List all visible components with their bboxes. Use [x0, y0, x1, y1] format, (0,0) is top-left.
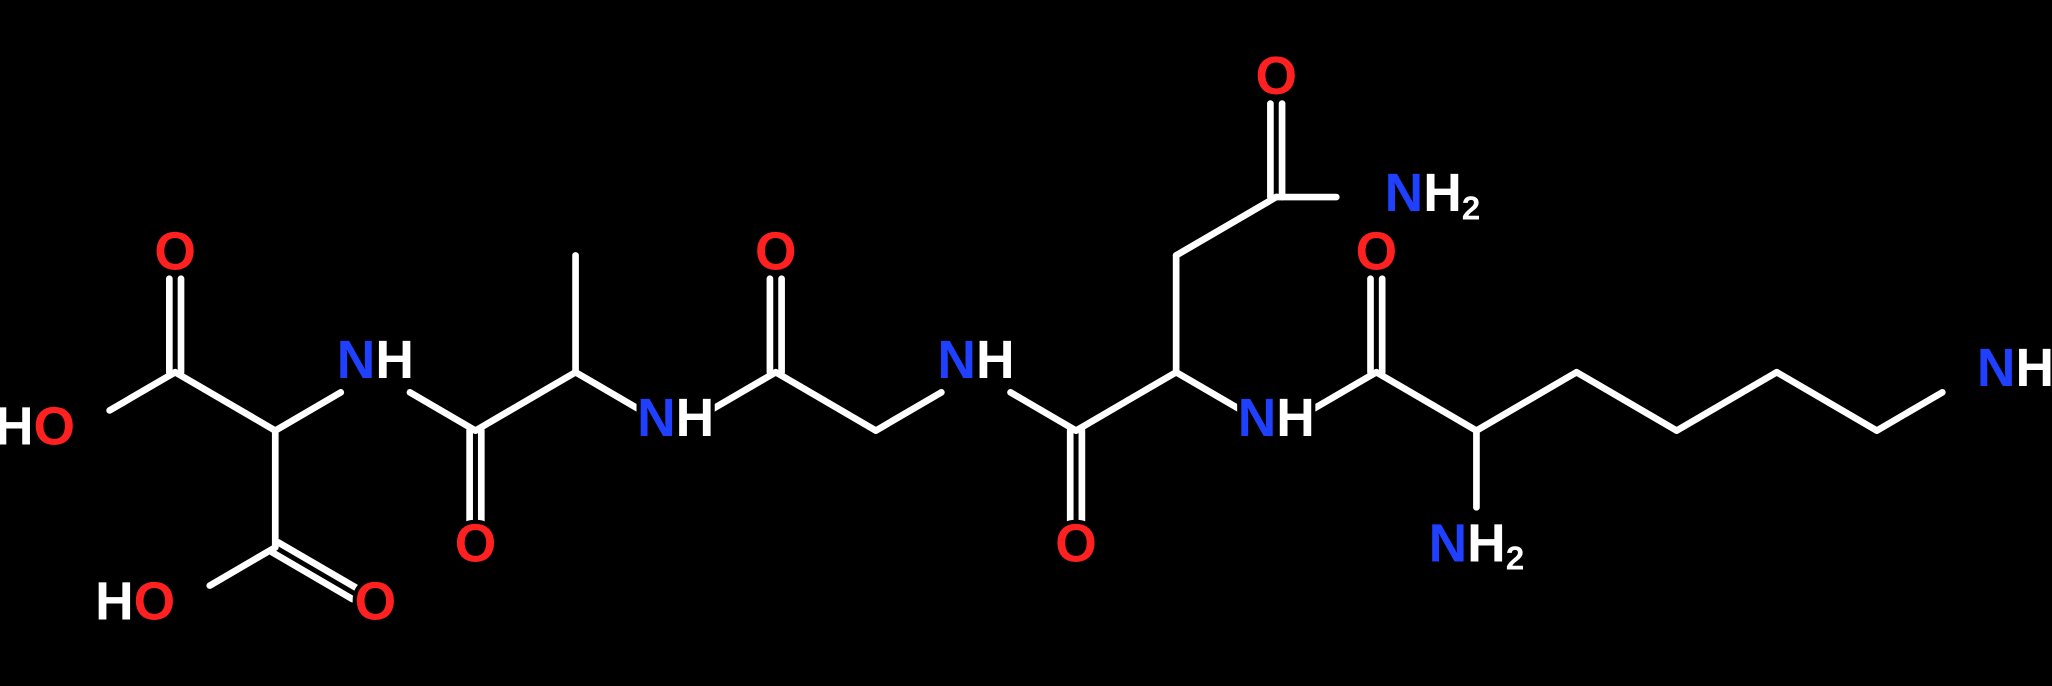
- atom-label: O: [1055, 514, 1097, 573]
- atom-label: HO: [0, 398, 75, 457]
- diagram-background: [0, 5, 2052, 681]
- chemical-structure-diagram: NH2NH2NH2NH2OONHNHOONH2NH2OONHNHOONHNHOO…: [0, 0, 2052, 686]
- atom-label: NH: [637, 389, 714, 448]
- atom-label: HO: [95, 573, 175, 632]
- atom-label: O: [355, 573, 397, 632]
- atom-label: O: [1255, 47, 1297, 106]
- atom-label: O: [455, 514, 497, 573]
- atom-label: NH2: [1977, 339, 2052, 402]
- atom-label: NH: [337, 331, 414, 390]
- atom-label: O: [755, 223, 797, 282]
- atom-label: O: [154, 223, 196, 282]
- atom-label: NH: [937, 331, 1014, 390]
- atom-label: NH: [1238, 389, 1315, 448]
- atom-label: O: [1356, 223, 1398, 282]
